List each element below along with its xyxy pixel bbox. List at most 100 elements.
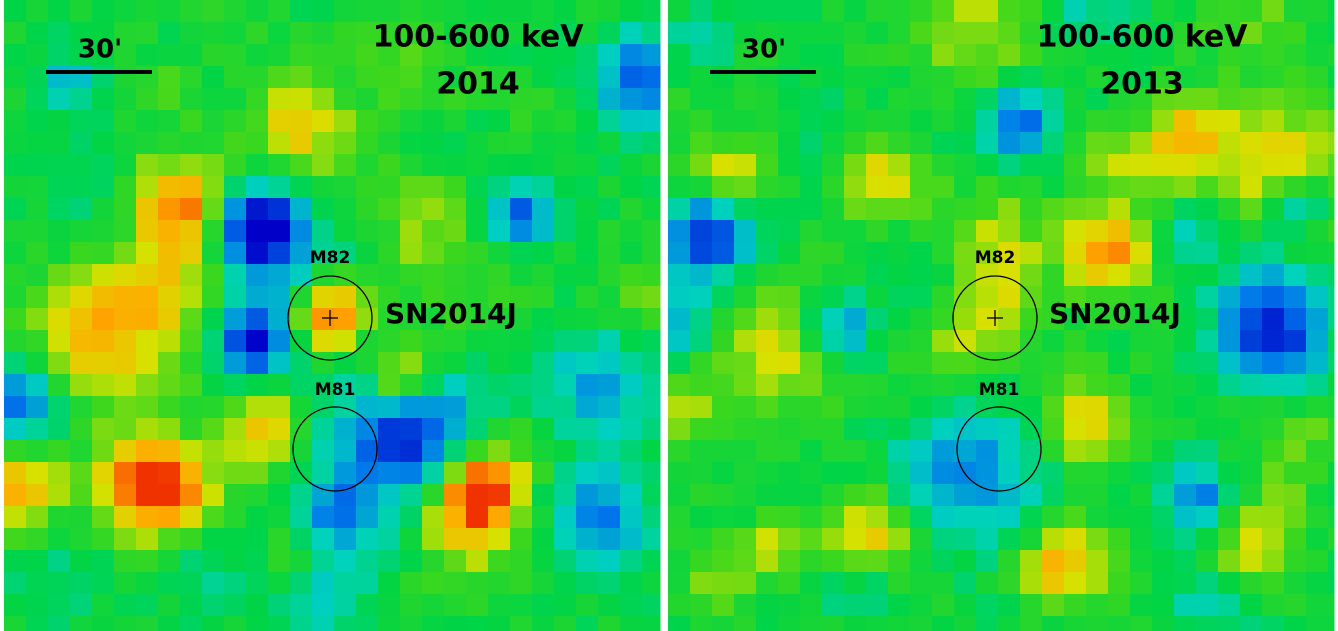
map-pixel: [620, 440, 643, 463]
map-pixel: [734, 44, 757, 67]
map-pixel: [1328, 352, 1335, 375]
map-pixel: [246, 352, 269, 375]
map-pixel: [822, 616, 845, 631]
map-pixel: [1306, 220, 1329, 243]
map-pixel: [1130, 616, 1153, 631]
map-pixel: [268, 264, 291, 287]
map-pixel: [1020, 352, 1043, 375]
map-pixel: [466, 594, 489, 617]
map-pixel: [4, 594, 27, 617]
map-pixel: [888, 396, 911, 419]
map-pixel: [70, 330, 93, 353]
map-pixel: [4, 220, 27, 243]
map-pixel: [136, 462, 159, 485]
map-pixel: [1262, 396, 1285, 419]
map-pixel: [1042, 352, 1065, 375]
map-pixel: [1196, 550, 1219, 573]
map-pixel: [1064, 374, 1087, 397]
map-pixel: [1240, 352, 1263, 375]
map-pixel: [1174, 330, 1197, 353]
map-pixel: [312, 88, 335, 111]
map-pixel: [1130, 242, 1153, 265]
map-pixel: [844, 0, 867, 23]
map-pixel: [510, 506, 533, 529]
map-pixel: [400, 594, 423, 617]
map-pixel: [1218, 0, 1241, 23]
map-pixel: [158, 352, 181, 375]
map-pixel: [312, 66, 335, 89]
map-pixel: [246, 154, 269, 177]
map-pixel: [158, 396, 181, 419]
map-pixel: [1042, 154, 1065, 177]
map-pixel: [866, 352, 889, 375]
map-pixel: [712, 220, 735, 243]
map-pixel: [136, 132, 159, 155]
map-pixel: [1262, 506, 1285, 529]
map-pixel: [712, 572, 735, 595]
map-pixel: [180, 286, 203, 309]
map-pixel: [202, 154, 225, 177]
map-pixel: [488, 176, 511, 199]
map-pixel: [202, 440, 225, 463]
map-pixel: [866, 242, 889, 265]
map-pixel: [822, 220, 845, 243]
map-pixel: [576, 308, 599, 331]
map-pixel: [998, 176, 1021, 199]
map-pixel: [488, 396, 511, 419]
map-pixel: [620, 264, 643, 287]
map-pixel: [576, 198, 599, 221]
map-pixel: [114, 88, 137, 111]
map-pixel: [642, 286, 661, 309]
map-pixel: [1064, 176, 1087, 199]
map-pixel: [378, 308, 401, 331]
map-pixel: [844, 308, 867, 331]
map-pixel: [444, 286, 467, 309]
map-pixel: [844, 88, 867, 111]
map-pixel: [844, 220, 867, 243]
map-pixel: [690, 88, 713, 111]
map-pixel: [180, 484, 203, 507]
map-pixel: [712, 352, 735, 375]
map-pixel: [312, 550, 335, 573]
map-pixel: [356, 528, 379, 551]
map-pixel: [246, 132, 269, 155]
map-pixel: [246, 110, 269, 133]
map-pixel: [690, 22, 713, 45]
map-pixel: [1086, 176, 1109, 199]
map-pixel: [576, 44, 599, 67]
map-pixel: [444, 110, 467, 133]
map-pixel: [48, 132, 71, 155]
map-pixel: [1042, 308, 1065, 331]
map-pixel: [620, 550, 643, 573]
map-pixel: [1020, 374, 1043, 397]
map-pixel: [1240, 286, 1263, 309]
map-pixel: [1284, 462, 1307, 485]
map-pixel: [620, 0, 643, 23]
map-pixel: [400, 154, 423, 177]
map-pixel: [1306, 396, 1329, 419]
map-pixel: [554, 264, 577, 287]
map-pixel: [334, 66, 357, 89]
map-pixel: [202, 88, 225, 111]
map-pixel: [26, 132, 49, 155]
map-pixel: [26, 330, 49, 353]
scale-label: 30': [78, 35, 122, 65]
map-pixel: [422, 594, 445, 617]
map-pixel: [844, 374, 867, 397]
map-pixel: [866, 418, 889, 441]
map-pixel: [822, 154, 845, 177]
map-pixel: [976, 616, 999, 631]
map-pixel: [70, 440, 93, 463]
map-pixel: [1152, 22, 1175, 45]
map-pixel: [976, 440, 999, 463]
map-pixel: [932, 506, 955, 529]
map-pixel: [70, 154, 93, 177]
map-pixel: [246, 506, 269, 529]
map-pixel: [48, 22, 71, 45]
map-pixel: [1108, 132, 1131, 155]
map-pixel: [1174, 374, 1197, 397]
map-pixel: [554, 176, 577, 199]
map-pixel: [1306, 594, 1329, 617]
map-pixel: [356, 594, 379, 617]
map-pixel: [466, 154, 489, 177]
